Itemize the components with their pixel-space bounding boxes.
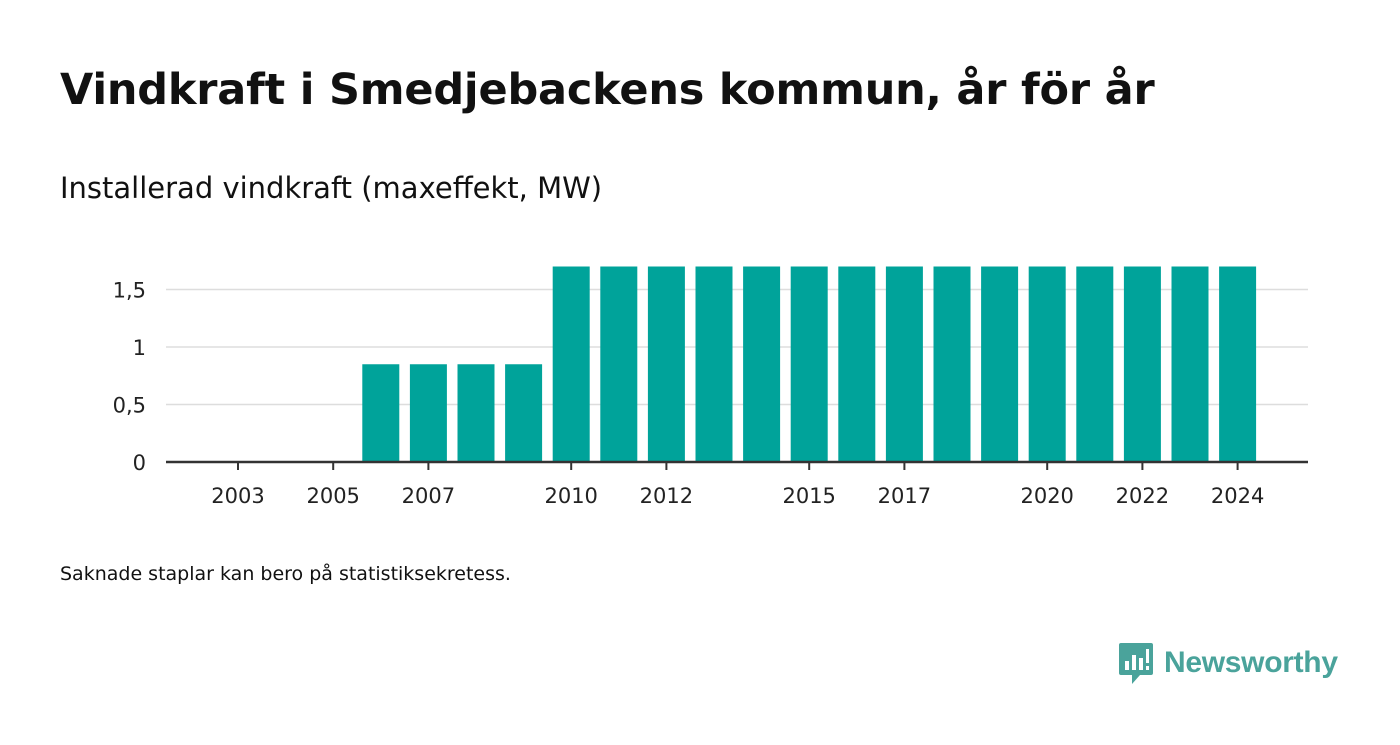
axes [166,460,1308,470]
bar-2015 [790,266,828,462]
bar-2007 [409,364,447,462]
bar-2018 [933,266,971,462]
bar-2021 [1076,266,1114,462]
y-tick-label: 0 [133,451,146,475]
bar-2006 [362,364,400,462]
x-tick-label: 2017 [878,484,931,508]
y-tick-label: 1 [133,336,146,360]
gridlines [166,288,1308,406]
bar-2012 [647,266,685,462]
bar-2013 [695,266,733,462]
chart-title: Vindkraft i Smedjebackens kommun, år för… [60,65,1155,115]
x-tick-label: 2020 [1020,484,1073,508]
x-tick-label: 2010 [544,484,597,508]
bar-2017 [885,266,923,462]
x-tick-label: 2005 [306,484,359,508]
chart-subtitle: Installerad vindkraft (maxeffekt, MW) [60,171,603,205]
bar-2022 [1123,266,1161,462]
brand: Newsworthy [1118,640,1338,686]
bar-chart: 0 0,5 1 1,5 2003 2005 2007 2010 2012 2015 2017 2020… [113,266,1308,509]
bar-2011 [600,266,638,462]
bar-2023 [1171,266,1209,462]
bar-2016 [838,266,876,462]
bar-2024 [1219,266,1257,462]
brand-name: Newsworthy [1164,646,1338,679]
bar-2010 [552,266,590,462]
bar-2019 [981,266,1019,462]
newsworthy-logo-icon [1119,643,1153,684]
x-tick-label: 2024 [1211,484,1264,508]
tick-labels: 0 0,5 1 1,5 2003 2005 2007 2010 2012 2015 2017 2020… [113,279,1265,509]
bar-2008 [457,364,495,462]
y-tick-label: 0,5 [113,394,146,418]
bar-2009 [505,364,543,462]
bars [362,266,1257,462]
x-tick-label: 2012 [640,484,693,508]
bar-2014 [743,266,781,462]
bar-2020 [1028,266,1066,462]
footnote: Saknade staplar kan bero på statistiksek… [60,563,511,585]
x-tick-label: 2022 [1116,484,1169,508]
y-tick-label: 1,5 [113,279,146,303]
x-tick-label: 2007 [402,484,455,508]
x-tick-label: 2003 [211,484,264,508]
x-tick-label: 2015 [782,484,835,508]
